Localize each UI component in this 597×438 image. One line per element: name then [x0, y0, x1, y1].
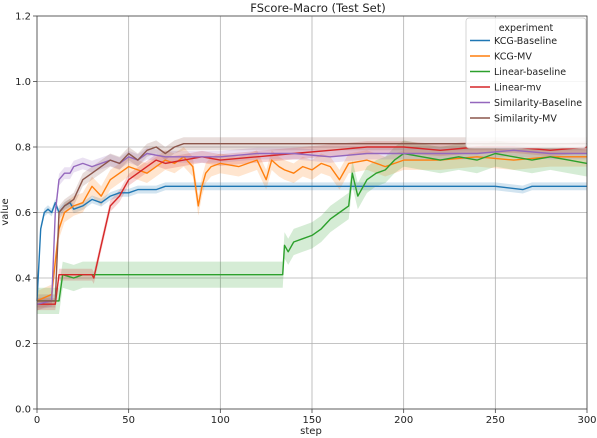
series-line-linear-baseline — [37, 152, 588, 302]
series-line-similarity-baseline — [36, 149, 587, 305]
series-line-kcg-baseline — [36, 185, 587, 301]
y-tick-label: 0.0 — [15, 405, 31, 416]
x-tick-label: 100 — [211, 415, 230, 426]
x-tick-label: 0 — [34, 415, 40, 426]
series-band-similarity-baseline — [37, 144, 587, 311]
y-axis-ticks: 0.0 0.2 0.4 0.6 0.8 1.0 1.2 — [15, 12, 37, 416]
x-tick-label: 250 — [486, 415, 505, 426]
series-band-linear-baseline — [37, 140, 587, 314]
x-tick-label: 200 — [394, 415, 413, 426]
x-axis-ticks: 0 50 100 150 200 250 300 — [34, 409, 597, 426]
y-axis-label: value — [0, 198, 11, 225]
series-line-linear-mv — [37, 146, 588, 305]
y-tick-label: 0.6 — [15, 208, 31, 219]
y-tick-label: 1.0 — [15, 77, 31, 88]
x-axis-label: step — [300, 426, 322, 437]
x-tick-label: 50 — [122, 415, 135, 426]
legend-label: KCG-MV — [494, 52, 532, 63]
series-bands — [37, 137, 587, 314]
series-lines — [36, 142, 588, 305]
legend-title: experiment — [499, 23, 554, 34]
x-tick-label: 300 — [577, 415, 596, 426]
series-line-similarity-mv — [37, 142, 587, 302]
legend-label: Similarity-MV — [494, 114, 557, 125]
series-band-kcg-mv — [37, 147, 587, 311]
series-line-kcg-mv — [36, 156, 587, 302]
legend-label: KCG-Baseline — [494, 36, 557, 47]
y-tick-label: 1.2 — [15, 12, 31, 23]
y-tick-label: 0.8 — [15, 143, 31, 154]
legend-box — [465, 17, 587, 149]
legend-label: Linear-mv — [494, 83, 542, 94]
legend-label: Similarity-Baseline — [494, 98, 582, 109]
legend-label: Linear-baseline — [494, 67, 566, 78]
legend-items: KCG-Baseline KCG-MV Linear-baseline Linear-… — [470, 36, 582, 125]
y-tick-label: 0.2 — [15, 339, 31, 350]
chart-title: FScore-Macro (Test Set) — [250, 1, 385, 15]
legend: experiment KCG-Baseline KCG-MV Linear-base… — [465, 17, 587, 149]
y-tick-label: 0.4 — [15, 274, 31, 285]
x-tick-label: 150 — [302, 415, 321, 426]
